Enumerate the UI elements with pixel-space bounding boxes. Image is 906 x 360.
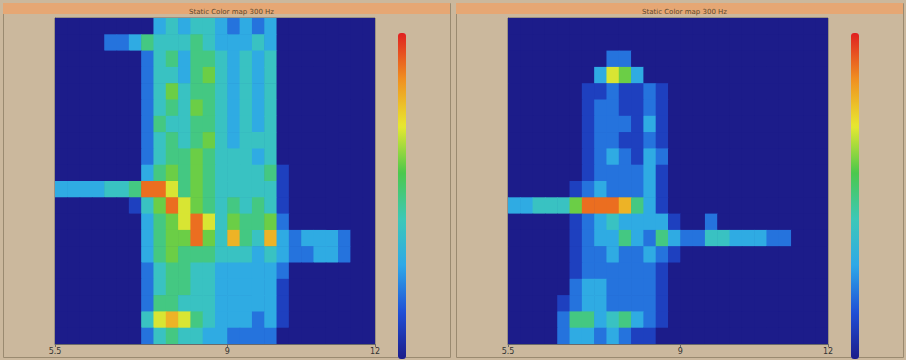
svg-text:Static Color map 300 Hz: Static Color map 300 Hz [189,8,274,16]
svg-text:5.5: 5.5 [49,347,62,356]
svg-text:12: 12 [823,347,833,356]
svg-text:9: 9 [678,347,683,356]
svg-text:5.5: 5.5 [502,347,515,356]
svg-text:9: 9 [225,347,230,356]
svg-text:Static Color map 300 Hz: Static Color map 300 Hz [642,8,727,16]
svg-text:12: 12 [370,347,380,356]
